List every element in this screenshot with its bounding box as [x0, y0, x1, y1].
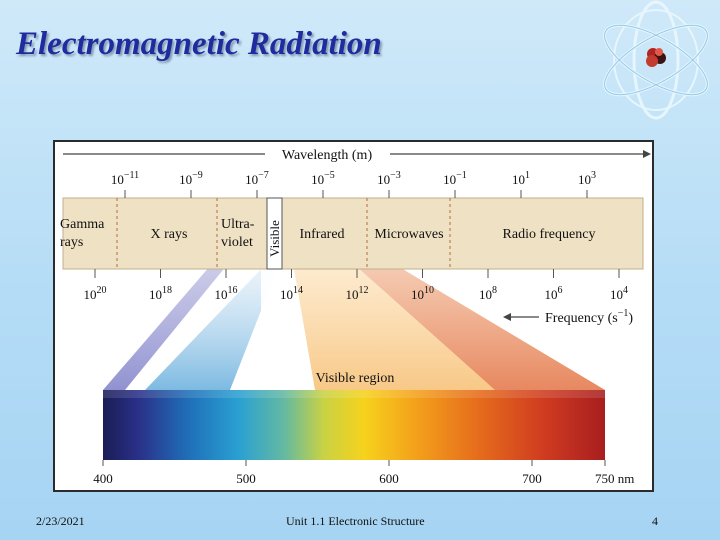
- visible-tick-label: 750 nm: [595, 471, 634, 486]
- wavelength-tick-label: 10−5: [311, 170, 335, 187]
- atom-logo-icon: [603, 0, 709, 120]
- frequency-tick-label: 1016: [215, 285, 238, 302]
- frequency-tick-label: 1010: [411, 285, 434, 302]
- frequency-axis: 1020 1018 1016 1014 1012 1010 108 106 104 Freque…: [84, 285, 634, 326]
- region-uv-line2: violet: [221, 235, 253, 250]
- fan-blue: [145, 262, 280, 390]
- region-radio: Radio frequency: [503, 227, 596, 242]
- frequency-tick-label: 106: [545, 285, 563, 302]
- region-band: Gamma rays X rays Ultra- violet Visible …: [60, 190, 644, 278]
- wavelength-tick-label: 10−11: [111, 170, 139, 187]
- spectrum-diagram: Wavelength (m) 10−11 10−9 10−7 10−5 10−3 10−1…: [53, 140, 654, 492]
- region-visible: Visible: [267, 220, 282, 257]
- frequency-tick-label: 1012: [346, 285, 369, 302]
- region-gamma-line2: rays: [60, 235, 83, 250]
- wavelength-axis: Wavelength (m) 10−11 10−9 10−7 10−5 10−3 10−1…: [63, 148, 651, 187]
- region-infrared: Infrared: [299, 227, 344, 242]
- wavelength-tick-label: 10−9: [179, 170, 203, 187]
- frequency-tick-label: 1014: [280, 285, 303, 302]
- footer-course: Unit 1.1 Electronic Structure: [286, 514, 425, 528]
- fan-gap: [261, 262, 277, 390]
- region-uv-line1: Ultra-: [221, 217, 255, 232]
- wavelength-tick-label: 10−1: [443, 170, 467, 187]
- frequency-tick-label: 1018: [149, 285, 172, 302]
- frequency-tick-label: 1020: [84, 285, 107, 302]
- visible-tick-label: 400: [93, 471, 113, 486]
- slide-title: Electromagnetic Radiation: [16, 26, 382, 62]
- footer-date: 2/23/2021: [36, 514, 85, 528]
- wavelength-tick-label: 10−7: [245, 170, 269, 187]
- wavelength-axis-label: Wavelength (m): [282, 148, 373, 163]
- visible-spectrum-bar: [103, 390, 605, 460]
- frequency-tick-label: 104: [610, 285, 628, 302]
- visible-tick-label: 500: [236, 471, 256, 486]
- visible-tick-label: 700: [522, 471, 542, 486]
- frequency-axis-label: Frequency (s−1): [545, 308, 633, 326]
- footer-page-number: 4: [652, 514, 658, 528]
- region-gamma-line1: Gamma: [60, 217, 105, 232]
- visible-region-label: Visible region: [316, 371, 395, 386]
- region-microwaves: Microwaves: [374, 227, 443, 242]
- visible-tick-label: 600: [379, 471, 399, 486]
- region-xrays: X rays: [151, 227, 188, 242]
- wavelength-tick-label: 101: [512, 170, 530, 187]
- wavelength-tick-label: 10−3: [377, 170, 401, 187]
- frequency-tick-label: 108: [479, 285, 497, 302]
- visible-strip: [266, 197, 283, 270]
- wavelength-tick-label: 103: [578, 170, 596, 187]
